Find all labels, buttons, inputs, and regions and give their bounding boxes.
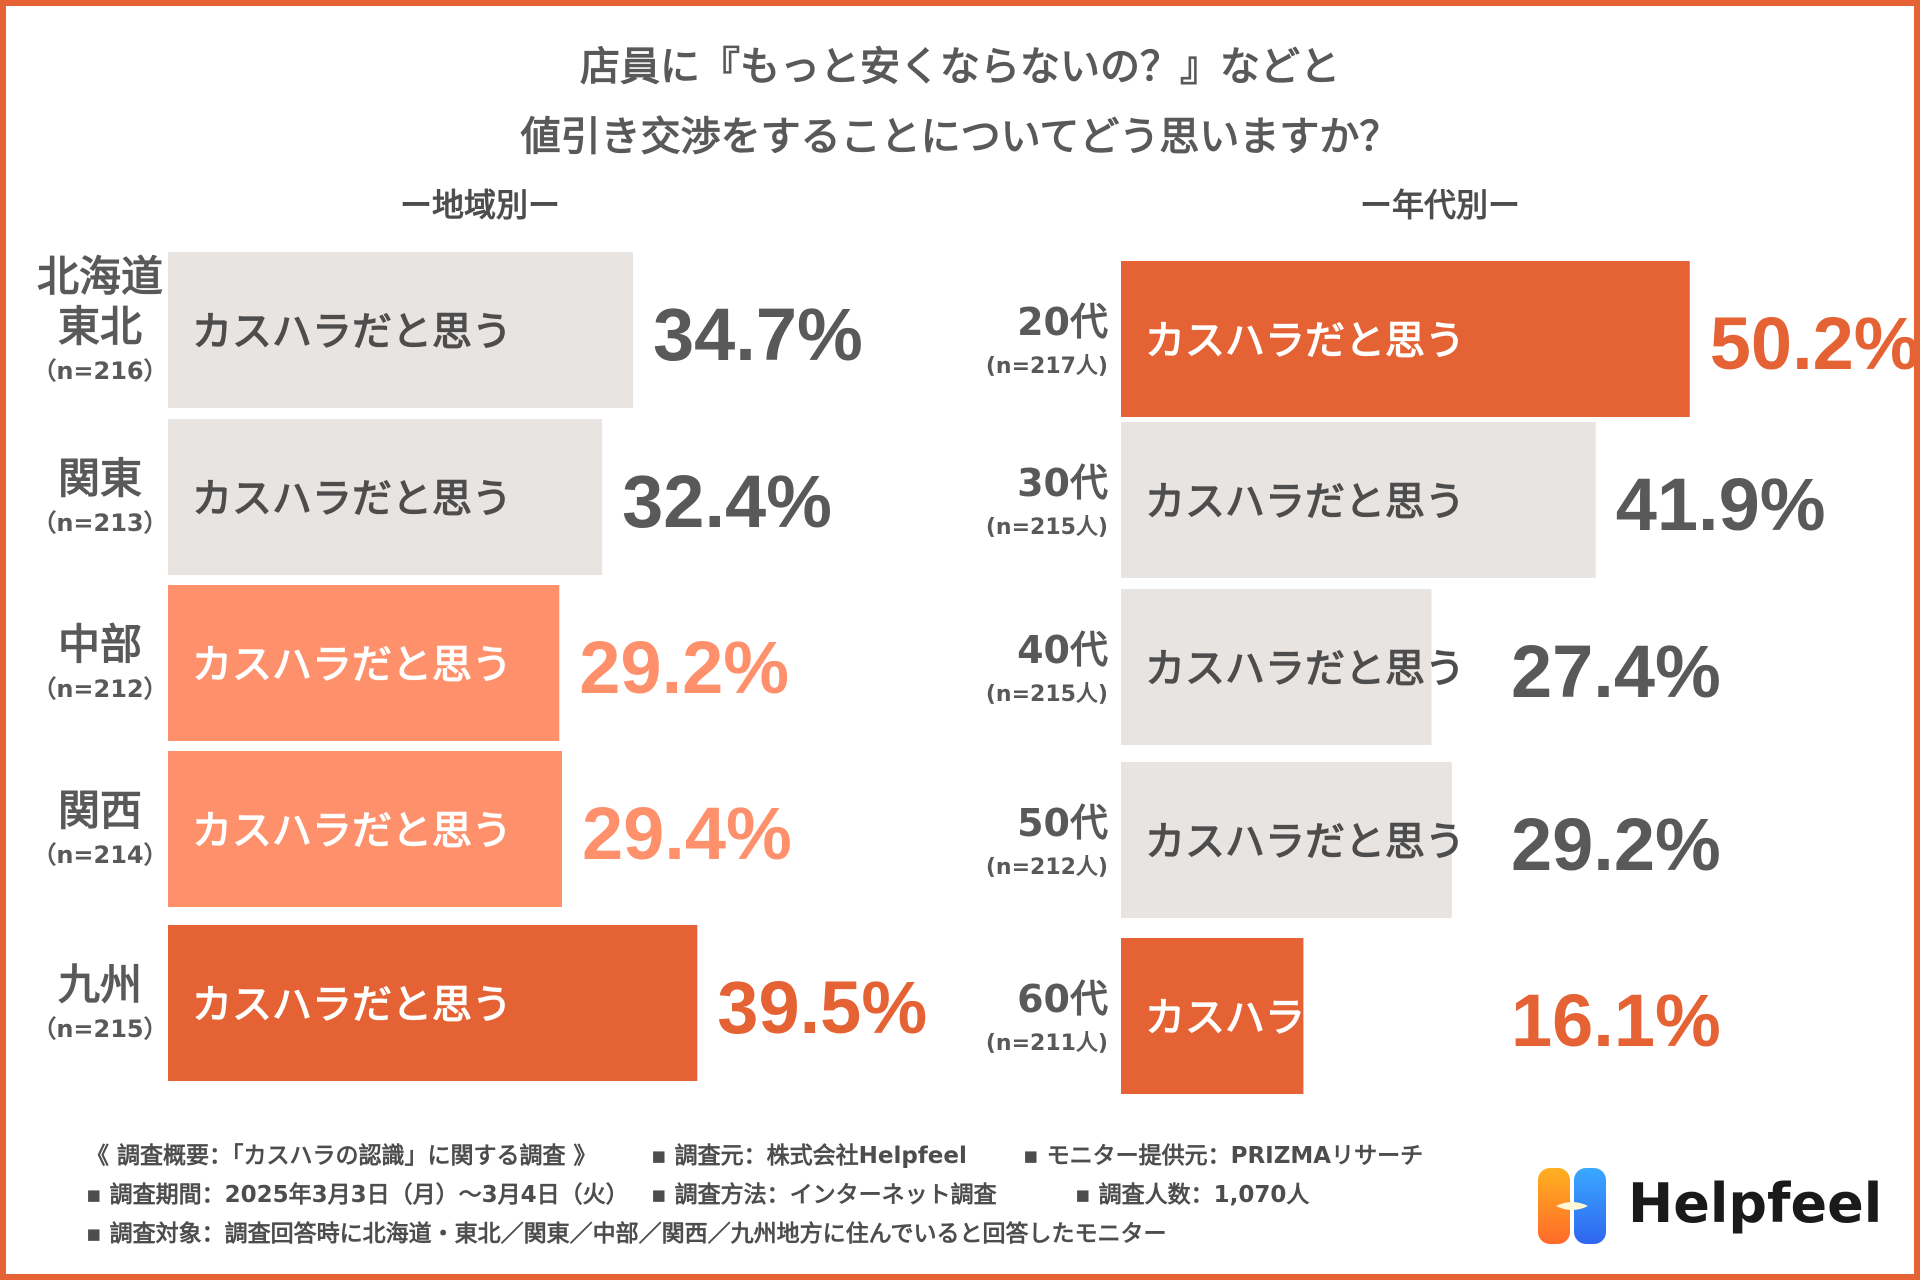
age-bar-4: [1121, 762, 1452, 918]
helpfeel-logo-text: Helpfeel: [1628, 1172, 1883, 1235]
footer-survey-period: ▪ 調査期間：2025年3月3日（月）〜3月4日（火）: [86, 1182, 629, 1208]
age-bar-1: [1121, 261, 1690, 417]
footer-survey-method: ▪ 調査方法：インターネット調査: [651, 1182, 997, 1208]
title-line-2: 値引き交渉をすることについてどう思いますか？: [520, 114, 1400, 160]
helpfeel-logo: Helpfeel: [1536, 1166, 1882, 1250]
region-n-label-5: （n=215）: [32, 1015, 167, 1043]
age-n-label-5: (n=211人): [986, 1031, 1108, 1056]
footer-line-3: ▪ 調査対象：調査回答時に北海道・東北／関東／中部／関西／九州地方に住んでいると…: [86, 1214, 1166, 1248]
region-value-label-1: 34.7%: [653, 293, 863, 376]
footer-survey-source: ▪ 調査元：株式会社Helpfeel: [651, 1143, 967, 1169]
region-bar-label-4: カスハラだと思う: [192, 808, 512, 854]
region-category-label-5: 九州: [58, 960, 142, 1009]
footer-line-2: ▪ 調査期間：2025年3月3日（月）〜3月4日（火） ▪ 調査方法：インターネッ…: [86, 1175, 1309, 1209]
region-chart-title: ー地域別ー: [400, 186, 560, 224]
age-bar-5: [1121, 938, 1304, 1094]
region-n-label-4: （n=214）: [32, 841, 167, 869]
footer-survey-overview: 《 調査概要：「カスハラの認識」に関する調査 》: [86, 1143, 597, 1169]
region-category-label-4: 関西: [58, 786, 142, 835]
region-category-label-1-line-1: 北海道: [37, 252, 163, 301]
region-bar-label-2: カスハラだと思う: [192, 476, 512, 522]
helpfeel-logo-icon: [1538, 1168, 1606, 1244]
age-bar-3: [1121, 589, 1432, 745]
age-bar-label-1: カスハラだと思う: [1145, 318, 1465, 364]
age-n-label-1: (n=217人): [986, 354, 1108, 379]
region-bar-label-5: カスハラだと思う: [192, 982, 512, 1028]
age-value-label-4: 29.2%: [1511, 803, 1721, 886]
age-bar-label-4: カスハラだと思う: [1145, 819, 1465, 865]
region-bar-label-3: カスハラだと思う: [192, 642, 512, 688]
age-value-label-3: 27.4%: [1511, 630, 1721, 713]
region-bar-3: [168, 585, 560, 741]
region-category-label-3: 中部: [58, 620, 142, 669]
region-value-label-2: 32.4%: [622, 460, 832, 543]
age-value-label-5: 16.1%: [1511, 979, 1721, 1062]
region-n-label-3: （n=212）: [32, 675, 167, 703]
region-value-label-4: 29.4%: [582, 792, 792, 875]
age-bar-2: [1121, 422, 1596, 578]
footer-line-1: 《 調査概要：「カスハラの認識」に関する調査 》 ▪ 調査元：株式会社Helpfe…: [86, 1136, 1423, 1170]
age-value-label-1: 50.2%: [1710, 302, 1920, 385]
age-bar-label-5: カスハラだと思う: [1145, 995, 1465, 1041]
region-bar-2: [168, 419, 603, 575]
age-bar-label-3: カスハラだと思う: [1145, 646, 1465, 692]
age-n-label-2: (n=215人): [986, 515, 1108, 540]
region-bar-1: [168, 252, 633, 408]
region-n-label-1: （n=216）: [32, 357, 167, 385]
footer-survey-count: ▪ 調査人数：1,070人: [1075, 1182, 1310, 1208]
region-value-label-3: 29.2%: [579, 626, 789, 709]
region-category-label-2: 関東: [58, 454, 142, 503]
age-chart-title: ー年代別ー: [1360, 186, 1520, 224]
age-category-label-1: 20代: [1017, 300, 1108, 344]
region-category-label-1-line-2: 東北: [58, 302, 142, 351]
age-category-label-4: 50代: [1017, 801, 1108, 845]
region-bar-5: [168, 925, 698, 1081]
region-bar-4: [168, 751, 562, 907]
region-n-label-2: （n=213）: [32, 509, 167, 537]
age-category-label-2: 30代: [1017, 461, 1108, 505]
age-n-label-3: (n=215人): [986, 682, 1108, 707]
region-value-label-5: 39.5%: [717, 966, 927, 1049]
age-category-label-5: 60代: [1017, 977, 1108, 1021]
footer-monitor-provider: ▪ モニター提供元：PRIZMAリサーチ: [1023, 1143, 1424, 1169]
footer-survey-target: ▪ 調査対象：調査回答時に北海道・東北／関東／中部／関西／九州地方に住んでいると…: [86, 1221, 1167, 1247]
age-category-label-3: 40代: [1017, 628, 1108, 672]
age-n-label-4: (n=212人): [986, 855, 1108, 880]
title-line-1: 店員に『もっと安くならないの？』などと: [580, 44, 1340, 90]
chart-title: 店員に『もっと安くならないの？』などと 値引き交渉をすることについてどう思います…: [0, 32, 1920, 172]
age-value-label-2: 41.9%: [1616, 463, 1826, 546]
region-bar-label-1: カスハラだと思う: [192, 309, 512, 355]
age-bar-label-2: カスハラだと思う: [1145, 479, 1465, 525]
